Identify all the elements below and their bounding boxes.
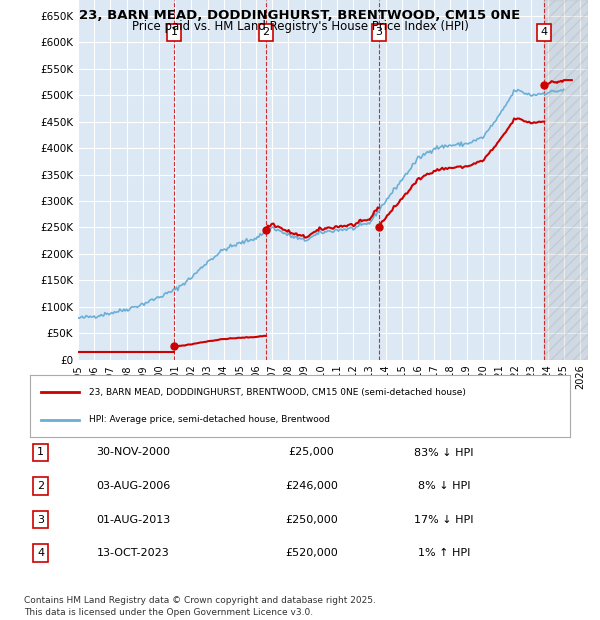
Text: 1: 1: [37, 448, 44, 458]
Text: £246,000: £246,000: [285, 481, 338, 491]
Text: Contains HM Land Registry data © Crown copyright and database right 2025.: Contains HM Land Registry data © Crown c…: [24, 596, 376, 606]
Text: 4: 4: [37, 548, 44, 558]
Text: This data is licensed under the Open Government Licence v3.0.: This data is licensed under the Open Gov…: [24, 608, 313, 617]
Text: HPI: Average price, semi-detached house, Brentwood: HPI: Average price, semi-detached house,…: [89, 415, 331, 424]
Text: 23, BARN MEAD, DODDINGHURST, BRENTWOOD, CM15 0NE: 23, BARN MEAD, DODDINGHURST, BRENTWOOD, …: [79, 9, 521, 22]
Text: £520,000: £520,000: [285, 548, 338, 558]
Text: 83% ↓ HPI: 83% ↓ HPI: [414, 448, 474, 458]
Text: 8% ↓ HPI: 8% ↓ HPI: [418, 481, 470, 491]
Text: £250,000: £250,000: [285, 515, 338, 525]
Text: 01-AUG-2013: 01-AUG-2013: [96, 515, 170, 525]
Text: 1% ↑ HPI: 1% ↑ HPI: [418, 548, 470, 558]
Text: 1: 1: [170, 27, 178, 37]
Text: 13-OCT-2023: 13-OCT-2023: [97, 548, 169, 558]
Text: 2: 2: [262, 27, 269, 37]
Text: 3: 3: [376, 27, 382, 37]
Text: 30-NOV-2000: 30-NOV-2000: [96, 448, 170, 458]
Text: 03-AUG-2006: 03-AUG-2006: [96, 481, 170, 491]
Text: Price paid vs. HM Land Registry's House Price Index (HPI): Price paid vs. HM Land Registry's House …: [131, 20, 469, 33]
Text: 23, BARN MEAD, DODDINGHURST, BRENTWOOD, CM15 0NE (semi-detached house): 23, BARN MEAD, DODDINGHURST, BRENTWOOD, …: [89, 388, 466, 397]
Bar: [544, 0, 588, 360]
Text: 4: 4: [541, 27, 548, 37]
Text: 17% ↓ HPI: 17% ↓ HPI: [414, 515, 474, 525]
Text: 3: 3: [37, 515, 44, 525]
Text: 2: 2: [37, 481, 44, 491]
Text: £25,000: £25,000: [289, 448, 334, 458]
